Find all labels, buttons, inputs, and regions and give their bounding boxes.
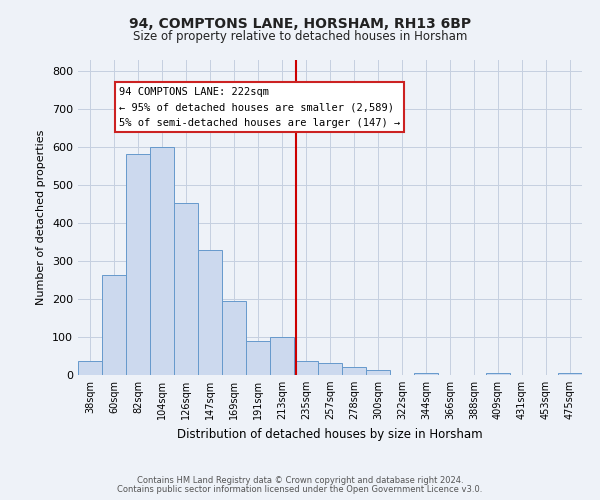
- Y-axis label: Number of detached properties: Number of detached properties: [37, 130, 46, 305]
- Bar: [318, 363, 342, 375]
- Text: 94 COMPTONS LANE: 222sqm
← 95% of detached houses are smaller (2,589)
5% of semi: 94 COMPTONS LANE: 222sqm ← 95% of detach…: [119, 86, 400, 128]
- Bar: [222, 301, 246, 375]
- Bar: [198, 250, 222, 375]
- Bar: [486, 373, 510, 375]
- Bar: [366, 370, 390, 375]
- Text: Contains public sector information licensed under the Open Government Licence v3: Contains public sector information licen…: [118, 485, 482, 494]
- Text: Size of property relative to detached houses in Horsham: Size of property relative to detached ho…: [133, 30, 467, 43]
- Bar: [78, 360, 102, 375]
- Bar: [246, 341, 270, 375]
- Text: Contains HM Land Registry data © Crown copyright and database right 2024.: Contains HM Land Registry data © Crown c…: [137, 476, 463, 485]
- Bar: [150, 148, 174, 375]
- Bar: [102, 275, 126, 375]
- X-axis label: Distribution of detached houses by size in Horsham: Distribution of detached houses by size …: [177, 428, 483, 440]
- Bar: [174, 204, 198, 375]
- Bar: [414, 373, 438, 375]
- Bar: [558, 373, 582, 375]
- Bar: [294, 360, 318, 375]
- Bar: [342, 368, 366, 375]
- Bar: [270, 337, 294, 375]
- Text: 94, COMPTONS LANE, HORSHAM, RH13 6BP: 94, COMPTONS LANE, HORSHAM, RH13 6BP: [129, 18, 471, 32]
- Bar: [126, 154, 150, 375]
